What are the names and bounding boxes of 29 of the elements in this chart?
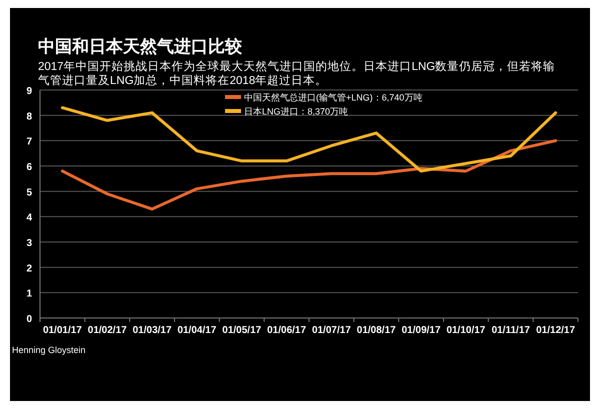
y-tick-label: 5 bbox=[26, 187, 32, 198]
x-tick-label: 01/03/17 bbox=[132, 325, 172, 336]
y-tick-label: 4 bbox=[26, 212, 32, 224]
x-tick-label: 01/07/17 bbox=[312, 325, 352, 336]
y-tick-label: 1 bbox=[26, 288, 32, 300]
chart-title: 中国和日本天然气进口比较 bbox=[38, 37, 243, 56]
x-tick-label: 01/09/17 bbox=[402, 325, 441, 336]
x-tick-label: 01/06/17 bbox=[267, 325, 306, 336]
legend-label: 日本LNG进口：8,370万吨 bbox=[244, 106, 348, 116]
y-tick-label: 7 bbox=[26, 136, 32, 148]
x-tick-label: 01/08/17 bbox=[356, 325, 396, 336]
text: Henning Gloystein bbox=[12, 345, 86, 355]
legend-label: 中国天然气总进口(输气管+LNG)：6,740万吨 bbox=[244, 92, 422, 102]
x-tick-label: 01/02/17 bbox=[88, 325, 128, 336]
y-tick-label: 0 bbox=[26, 314, 32, 325]
y-tick-label: 6 bbox=[26, 162, 32, 173]
x-tick-label: 01/10/17 bbox=[446, 325, 486, 336]
x-tick-label: 01/12/17 bbox=[536, 325, 576, 336]
line-series bbox=[60, 139, 558, 211]
x-tick-label: 01/11/17 bbox=[492, 325, 530, 336]
y-tick-label: 9 bbox=[26, 86, 32, 97]
y-tick-label: 8 bbox=[26, 111, 32, 122]
chart-subtitle: 2017年中国开始挑战日本作为全球最大天然气进口国的地位。日本进口LNG数量仍居冠，但若将输气管进口量及LNG加总，中国料将在2018年超过日本。 bbox=[38, 60, 556, 87]
y-tick-label: 3 bbox=[26, 238, 32, 249]
x-tick-label: 01/04/17 bbox=[177, 325, 217, 336]
x-tick-label: 01/05/17 bbox=[222, 325, 262, 336]
y-tick-label: 2 bbox=[26, 263, 32, 274]
x-tick-label: 01/01/17 bbox=[42, 325, 82, 336]
line-series bbox=[60, 106, 558, 173]
